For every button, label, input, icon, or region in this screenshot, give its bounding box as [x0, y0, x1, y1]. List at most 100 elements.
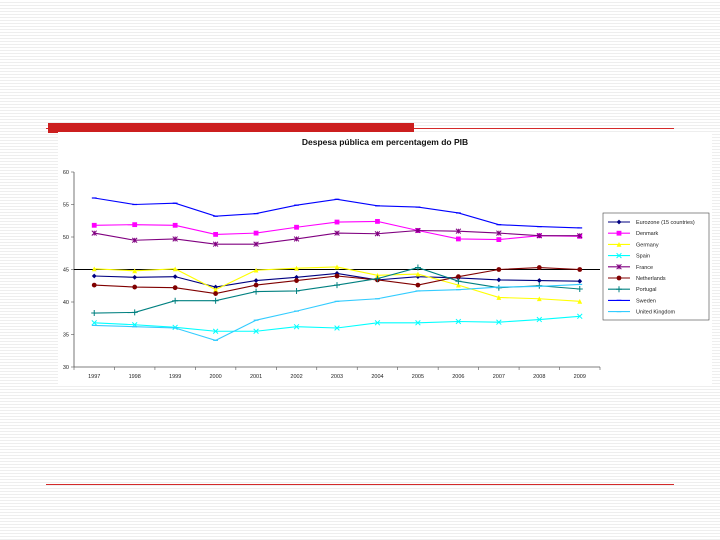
data-point	[576, 286, 583, 292]
data-point	[577, 278, 583, 284]
data-point	[253, 230, 259, 236]
data-point	[91, 320, 97, 326]
series-united-kingdom	[91, 283, 583, 341]
data-point	[212, 241, 219, 247]
data-point	[414, 264, 421, 271]
legend-item: Eurozone (15 countries)	[608, 219, 695, 226]
data-point	[496, 277, 502, 283]
x-tick-label: 1999	[169, 374, 181, 380]
data-point	[212, 328, 219, 335]
legend-item: Spain	[608, 252, 650, 260]
bottom-rule-line	[46, 484, 674, 485]
y-tick-label: 60	[63, 170, 69, 176]
data-point	[374, 320, 381, 326]
legend-item: Sweden	[608, 298, 656, 304]
data-point	[131, 309, 138, 316]
legend-label: Denmark	[636, 231, 659, 237]
y-tick-label: 55	[63, 203, 69, 209]
data-point	[334, 325, 340, 331]
x-tick-label: 2005	[412, 374, 424, 380]
legend-label: Germany	[636, 242, 659, 248]
data-point	[616, 219, 622, 225]
legend-item: France	[608, 264, 653, 271]
data-point	[415, 271, 421, 277]
data-point	[172, 285, 178, 291]
data-point	[172, 274, 178, 280]
data-point	[616, 286, 622, 293]
series-portugal	[91, 264, 583, 317]
data-point	[455, 274, 461, 280]
data-point	[536, 278, 542, 283]
data-point	[577, 267, 583, 272]
legend-label: United Kingdom	[636, 310, 676, 316]
data-point	[334, 264, 340, 270]
data-point	[374, 275, 381, 282]
data-point	[91, 230, 97, 236]
data-point	[536, 265, 542, 270]
legend-label: Eurozone (15 countries)	[636, 220, 695, 226]
x-tick-label: 2003	[331, 374, 343, 380]
data-point	[294, 278, 299, 283]
data-point	[132, 222, 138, 228]
legend-item: United Kingdom	[608, 310, 676, 316]
y-tick-label: 50	[63, 235, 69, 241]
chart-legend: Eurozone (15 countries) Denmark Germany Spa…	[602, 212, 710, 321]
data-point	[334, 282, 340, 289]
data-point	[334, 273, 340, 279]
data-point	[415, 282, 421, 288]
data-point	[132, 284, 138, 290]
data-point	[131, 237, 138, 244]
data-point	[213, 291, 219, 296]
data-point	[415, 320, 421, 326]
data-point	[415, 227, 421, 234]
red-accent-bar	[48, 123, 414, 133]
data-point	[91, 282, 97, 288]
data-point	[293, 287, 300, 294]
x-tick-label: 2008	[533, 374, 545, 380]
data-point	[172, 297, 179, 304]
x-tick-label: 2007	[493, 374, 505, 380]
data-point	[91, 222, 97, 228]
x-tick-label: 2004	[371, 374, 383, 380]
data-point	[455, 282, 461, 288]
data-point	[91, 310, 98, 317]
series-line	[94, 283, 580, 341]
data-point	[455, 236, 461, 242]
data-point	[374, 230, 381, 237]
data-point	[212, 297, 219, 304]
data-point	[375, 272, 380, 278]
data-point	[375, 219, 380, 224]
y-tick-label: 40	[63, 300, 69, 306]
legend-item: Denmark	[608, 230, 659, 237]
data-point	[616, 230, 622, 236]
series-line	[94, 315, 580, 332]
legend-label: Portugal	[636, 287, 657, 293]
data-point	[536, 282, 543, 289]
data-point	[577, 298, 583, 304]
data-point	[496, 295, 502, 300]
data-point	[496, 230, 502, 236]
legend-label: France	[636, 265, 653, 271]
data-point	[334, 230, 340, 236]
data-point	[577, 232, 583, 239]
data-point	[496, 237, 502, 242]
data-point	[455, 278, 462, 285]
data-point	[172, 222, 178, 228]
legend-label: Spain	[636, 254, 650, 260]
legend-item: Netherlands	[608, 275, 666, 282]
data-point	[253, 267, 259, 273]
data-point	[132, 268, 138, 274]
data-point	[455, 228, 462, 234]
data-point	[294, 265, 299, 271]
chart-series	[91, 197, 583, 341]
data-point	[616, 242, 622, 247]
data-point	[172, 236, 178, 242]
data-point	[616, 252, 622, 259]
x-tick-label: 2000	[209, 374, 221, 380]
data-point	[294, 224, 299, 230]
chart-axes: 30 35 40 45 50 55 60 1997 1998 1999 2000 2001 2002 20…	[63, 170, 601, 380]
data-point	[536, 232, 543, 239]
x-tick-label: 1997	[88, 374, 100, 380]
data-point	[616, 275, 622, 281]
series-sweden	[91, 197, 583, 229]
